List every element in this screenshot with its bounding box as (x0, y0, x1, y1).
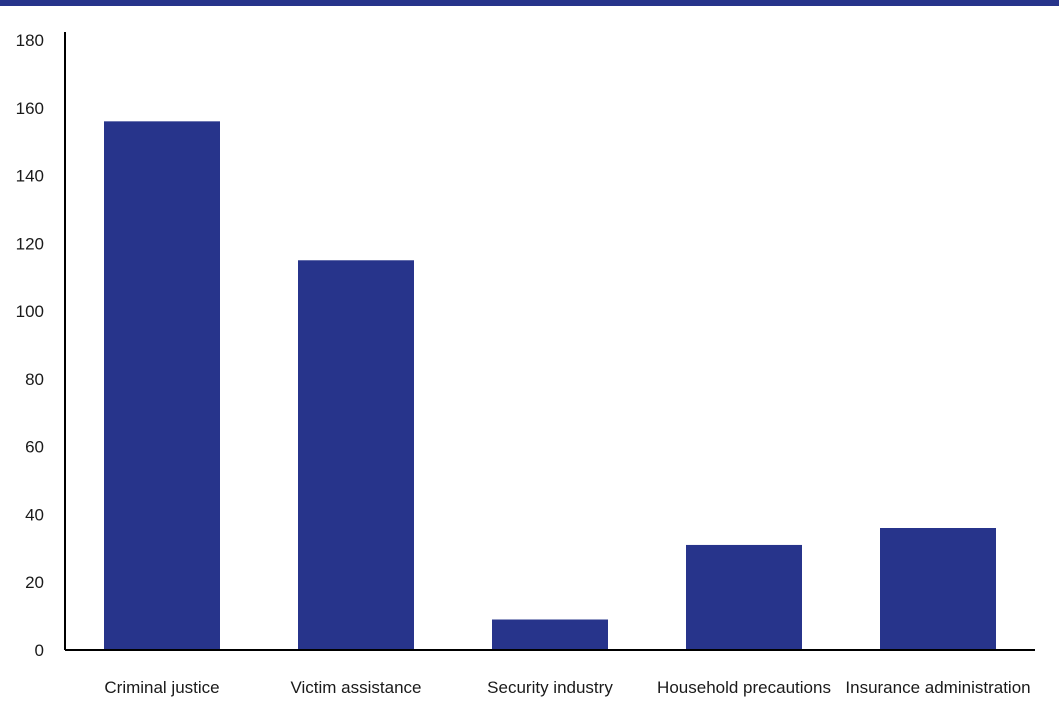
x-category-label: Household precautions (657, 678, 831, 697)
x-axis-labels: Criminal justice Victim assistance Securit… (104, 678, 1030, 697)
bar (880, 528, 996, 650)
bar (298, 260, 414, 650)
y-tick-label: 40 (25, 505, 44, 524)
y-tick-label: 120 (16, 234, 44, 253)
bar (686, 544, 802, 650)
y-tick-label: 100 (16, 302, 44, 321)
y-tick-label: 180 (16, 31, 44, 50)
y-axis-ticks: 0 20 40 60 80 100 120 140 160 180 (16, 31, 44, 660)
top-accent-bar (0, 0, 1059, 6)
bars (104, 121, 996, 651)
y-tick-label: 20 (25, 573, 44, 592)
y-tick-label: 140 (16, 167, 44, 186)
x-category-label: Criminal justice (104, 678, 219, 697)
y-tick-label: 60 (25, 438, 44, 457)
y-tick-label: 160 (16, 99, 44, 118)
x-category-label: Security industry (487, 678, 613, 697)
y-tick-label: 80 (25, 370, 44, 389)
bar (104, 121, 220, 651)
x-category-label: Victim assistance (290, 678, 421, 697)
bar (492, 619, 608, 650)
y-tick-label: 0 (35, 641, 44, 660)
x-category-label: Insurance administration (845, 678, 1030, 697)
